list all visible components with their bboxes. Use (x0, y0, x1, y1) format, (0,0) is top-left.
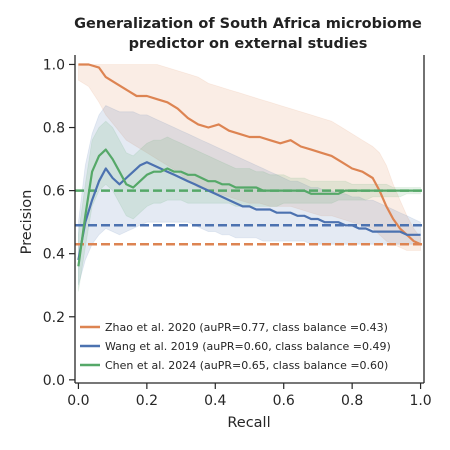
y-tick-label-4: 0.8 (43, 121, 65, 137)
chart-title-line-2: predictor on external studies (129, 36, 368, 52)
legend-entry-2: Chen et al. 2024 (auPR=0.65, class balan… (105, 359, 388, 372)
x-tick-label-4: 0.8 (341, 393, 363, 409)
y-tick-label-1: 0.2 (43, 310, 65, 326)
chart-title: Generalization of South Africa microbiom… (74, 16, 422, 52)
x-tick-label-0: 0.0 (67, 393, 89, 409)
legend-entry-1: Wang et al. 2019 (auPR=0.60, class balan… (105, 340, 391, 353)
legend: Zhao et al. 2020 (auPR=0.77, class balan… (80, 321, 391, 372)
y-tick-label-3: 0.6 (43, 184, 65, 200)
plot-axes: 0.0 0.2 0.4 0.6 0.8 1.0 0.0 0.2 0.4 0.6 0.8 1.0 (43, 55, 432, 409)
x-tick-label-5: 1.0 (409, 393, 431, 409)
y-tick-label-0: 0.0 (43, 373, 65, 389)
y-tick-label-5: 1.0 (43, 57, 65, 73)
x-axis-label: Recall (227, 415, 270, 431)
pr-curve-1 (77, 161, 421, 261)
x-tick-label-1: 0.2 (136, 393, 158, 409)
pr-curve-2 (77, 148, 421, 267)
legend-entry-0: Zhao et al. 2020 (auPR=0.77, class balan… (105, 321, 388, 334)
x-tick-label-2: 0.4 (204, 393, 226, 409)
confidence-bands (78, 64, 421, 292)
precision-recall-curves (77, 63, 422, 267)
y-tick-label-2: 0.4 (43, 247, 65, 263)
chart-title-line-1: Generalization of South Africa microbiom… (74, 16, 422, 32)
y-axis-label: Precision (19, 190, 35, 255)
x-tick-label-3: 0.6 (273, 393, 295, 409)
